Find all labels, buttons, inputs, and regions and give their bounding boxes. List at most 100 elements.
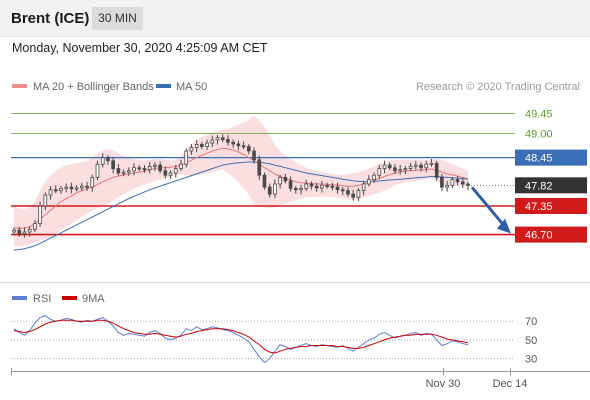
resistance-label: 49.45	[525, 109, 553, 121]
candle-body	[403, 168, 408, 171]
candle-body	[293, 187, 298, 191]
candle-body	[372, 174, 376, 180]
research-credit: Research © 2020 Trading Central	[416, 81, 580, 93]
rsi-line	[13, 315, 469, 364]
candle-body	[173, 168, 178, 174]
candle-body	[320, 184, 324, 189]
rsi-ma-legend-swatch	[62, 296, 77, 300]
candle-body	[466, 183, 470, 186]
instrument-title: Brent (ICE)	[11, 10, 90, 27]
moving-averages	[13, 147, 469, 251]
candle-body	[53, 189, 58, 192]
candle-body	[340, 189, 345, 192]
candle-body	[314, 185, 319, 189]
candle-body	[111, 160, 115, 169]
candle-body	[246, 146, 251, 152]
candle-body	[121, 171, 126, 174]
candle-body	[163, 170, 168, 176]
candle-body	[90, 176, 95, 188]
pivot-label: 48.45	[525, 153, 553, 165]
candle-body	[434, 162, 439, 178]
ma20-legend-label: MA 20 + Bollinger Bands	[33, 81, 154, 93]
forecast-arrow	[470, 186, 511, 234]
candle-body	[450, 179, 455, 186]
candle-body	[59, 187, 63, 191]
candle-body	[215, 137, 220, 141]
candle-body	[288, 180, 293, 189]
candle-body	[22, 231, 27, 235]
chart-header: Brent (ICE) 30 MIN	[0, 0, 590, 37]
candle-body	[210, 139, 215, 144]
candle-body	[27, 228, 32, 233]
candle-body	[69, 186, 74, 190]
candle-body	[147, 165, 152, 170]
candle-body	[346, 190, 350, 195]
candle-body	[330, 185, 335, 188]
candle-body	[17, 229, 22, 235]
candle-body	[257, 159, 262, 176]
candle-body	[262, 174, 267, 188]
x-tick-label: Dec 14	[493, 378, 528, 390]
ma50-legend-label: MA 50	[176, 81, 207, 93]
candle-body	[299, 187, 303, 191]
candle-body	[80, 185, 84, 189]
candle-body	[429, 162, 434, 165]
rsi-panel: 70 50 30	[11, 315, 537, 366]
rsi-tick-label: 50	[525, 335, 537, 347]
candle-body	[241, 145, 246, 148]
candle-body	[278, 176, 282, 185]
candle-body	[351, 193, 356, 198]
candle-body	[445, 184, 449, 188]
forecast-arrow-shaft	[470, 186, 506, 227]
candle-body	[153, 164, 157, 167]
candle-body	[424, 163, 429, 169]
candle-body	[252, 150, 256, 161]
candle-body	[48, 189, 53, 196]
candle-body	[283, 176, 288, 182]
candle-body	[309, 183, 314, 187]
candle-body	[116, 168, 121, 174]
rsi-legend-swatch	[12, 296, 27, 300]
candle-body	[158, 164, 162, 172]
candle-body	[325, 184, 329, 187]
candle-body	[85, 185, 89, 188]
price-candles	[12, 134, 470, 238]
candle-body	[231, 141, 236, 145]
candle-body	[205, 142, 209, 148]
price-levels: 49.45 49.00 48.45 47.82 47.35 46.70	[11, 109, 587, 243]
candle-body	[377, 168, 382, 176]
candle-body	[398, 169, 402, 172]
candle-body	[179, 163, 183, 169]
candle-body	[273, 183, 277, 195]
last-price-box	[515, 177, 587, 194]
chart-timestamp: Monday, November 30, 2020 4:25:09 AM CET	[12, 41, 268, 55]
candle-body	[168, 172, 173, 176]
candle-body	[33, 223, 37, 230]
candle-body	[132, 167, 136, 172]
pivot-label-box	[515, 149, 587, 166]
forecast-arrowhead	[497, 218, 511, 234]
support-label-box	[515, 226, 587, 243]
x-tick-label: Nov 30	[426, 378, 461, 390]
candle-body	[194, 143, 199, 148]
candle-body	[356, 190, 361, 198]
ma20-line	[13, 147, 469, 229]
candle-body	[455, 179, 460, 183]
timeframe-badge[interactable]: 30 MIN	[92, 7, 143, 30]
support-label-box	[515, 198, 587, 214]
candle-body	[304, 183, 309, 189]
resistance-label: 49.00	[525, 128, 553, 140]
candle-body	[413, 164, 418, 167]
candle-body	[12, 229, 16, 233]
rsi-ma-legend-label: 9MA	[82, 293, 105, 305]
candle-body	[106, 157, 110, 162]
candle-body	[38, 205, 42, 225]
ma50-legend-swatch	[156, 84, 171, 88]
candle-body	[189, 147, 194, 152]
support-label: 47.35	[525, 201, 553, 213]
ma20-legend-swatch	[12, 84, 27, 88]
candle-body	[220, 137, 225, 140]
candle-body	[387, 164, 392, 169]
candle-body	[74, 187, 79, 190]
